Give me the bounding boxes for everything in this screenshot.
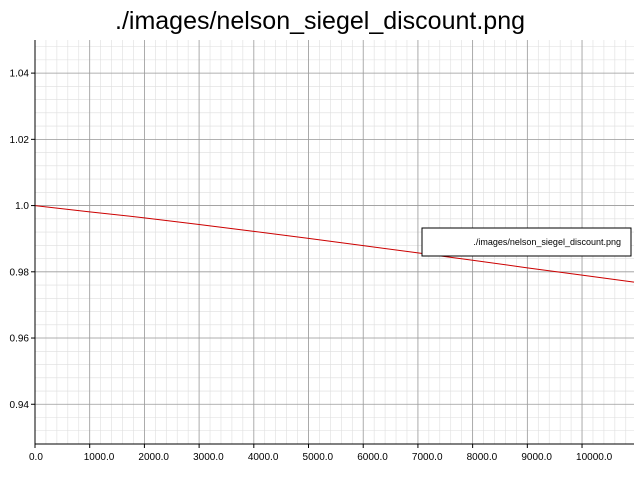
x-tick-label: 10000.0 xyxy=(576,452,613,463)
y-tick-label: 0.98 xyxy=(10,267,30,278)
x-tick-label: 2000.0 xyxy=(138,452,169,463)
series-line xyxy=(34,205,635,283)
y-tick-label: 1.04 xyxy=(10,69,30,80)
x-tick-label: 1000.0 xyxy=(84,452,115,463)
x-tick-label: 9000.0 xyxy=(521,452,552,463)
x-tick-label: 4000.0 xyxy=(248,452,279,463)
legend: ./images/nelson_siegel_discount.png xyxy=(421,227,632,257)
x-tick-label: 8000.0 xyxy=(467,452,498,463)
y-tick-label: 0.96 xyxy=(10,334,30,345)
axes: 0.0 1000.0 2000.0 3000.0 4000.0 5000.0 6000.0 7… xyxy=(10,40,634,463)
y-tick-label: 1.0 xyxy=(15,201,29,212)
x-tick-label: 3000.0 xyxy=(193,452,224,463)
legend-label: ./images/nelson_siegel_discount.png xyxy=(473,237,621,247)
x-tick-label: 0.0 xyxy=(29,452,43,463)
chart-title: ./images/nelson_siegel_discount.png xyxy=(115,7,525,35)
x-tick-label: 6000.0 xyxy=(357,452,388,463)
y-tick-label: 0.94 xyxy=(10,400,30,411)
x-tick-label: 7000.0 xyxy=(412,452,443,463)
x-tick-label: 5000.0 xyxy=(303,452,334,463)
series-layer xyxy=(34,205,635,283)
legend-box xyxy=(421,227,632,257)
y-tick-label: 1.02 xyxy=(10,135,30,146)
